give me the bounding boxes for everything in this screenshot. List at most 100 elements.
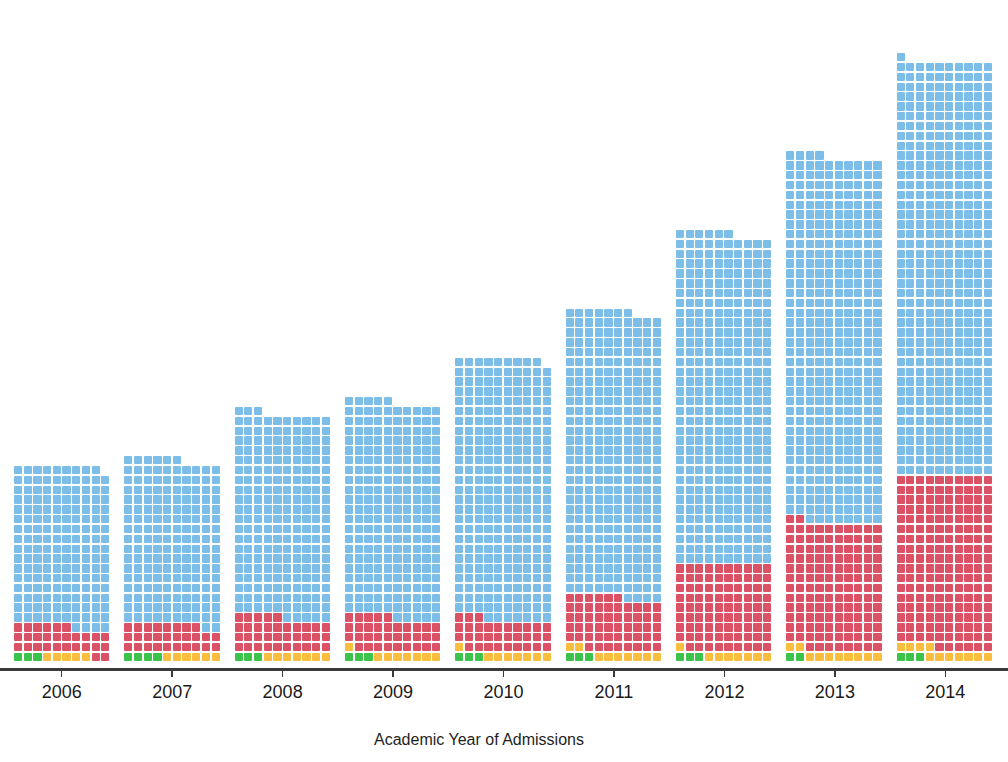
waffle-cell (504, 535, 512, 543)
waffle-cell (264, 427, 272, 435)
waffle-cell (633, 309, 641, 317)
waffle-cell (945, 102, 953, 110)
waffle-cell (422, 535, 430, 543)
waffle-cell (715, 338, 723, 346)
waffle-cell (364, 476, 372, 484)
waffle-cell (575, 407, 583, 415)
waffle-cell (43, 545, 51, 553)
waffle-cell (212, 623, 220, 631)
waffle-cell (513, 574, 521, 582)
waffle-cell (153, 594, 161, 602)
waffle-cell (72, 486, 80, 494)
waffle-cell (825, 240, 833, 248)
waffle-cell (585, 309, 593, 317)
waffle-cell (494, 515, 502, 523)
waffle-cell (43, 486, 51, 494)
waffle-cell (124, 515, 132, 523)
waffle-cell (364, 436, 372, 444)
waffle-cell (212, 574, 220, 582)
waffle-cell (864, 456, 872, 464)
waffle-cell (786, 564, 794, 572)
waffle-cell (974, 269, 982, 277)
waffle-cell (744, 584, 752, 592)
waffle-cell (916, 525, 924, 533)
waffle-cell (384, 436, 392, 444)
waffle-cell (62, 486, 70, 494)
waffle-cell (926, 613, 934, 621)
waffle-cell (763, 525, 771, 533)
waffle-cell (815, 181, 823, 189)
waffle-cell (844, 279, 852, 287)
waffle-cell (744, 603, 752, 611)
waffle-cell (864, 348, 872, 356)
waffle-cell (906, 230, 914, 238)
waffle-cell (235, 535, 243, 543)
waffle-cell (734, 279, 742, 287)
waffle-cell (945, 603, 953, 611)
waffle-cell (796, 515, 804, 523)
waffle-cell (455, 554, 463, 562)
waffle-cell (202, 643, 210, 651)
waffle-cell (494, 554, 502, 562)
waffle-cell (945, 387, 953, 395)
waffle-cell (974, 377, 982, 385)
waffle-cell (643, 574, 651, 582)
waffle-cell (974, 250, 982, 258)
waffle-cell (815, 456, 823, 464)
waffle-cell (897, 358, 905, 366)
waffle-cell (244, 417, 252, 425)
waffle-cell (384, 407, 392, 415)
waffle-cell (844, 230, 852, 238)
waffle-cell (815, 633, 823, 641)
waffle-cell (653, 456, 661, 464)
waffle-cell (686, 240, 694, 248)
waffle-cell (686, 594, 694, 602)
waffle-cell (543, 427, 551, 435)
waffle-cell (926, 633, 934, 641)
waffle-cell (825, 427, 833, 435)
waffle-cell (955, 584, 963, 592)
waffle-cell (124, 594, 132, 602)
waffle-cell (494, 476, 502, 484)
waffle-cell (825, 613, 833, 621)
waffle-cell (484, 535, 492, 543)
waffle-cell (686, 564, 694, 572)
waffle-cell (676, 535, 684, 543)
waffle-cell (53, 545, 61, 553)
waffle-cell (753, 643, 761, 651)
waffle-cell (293, 653, 301, 661)
waffle-cell (715, 397, 723, 405)
waffle-cell (835, 545, 843, 553)
waffle-cell (926, 397, 934, 405)
waffle-cell (906, 210, 914, 218)
waffle-cell (974, 151, 982, 159)
waffle-cell (455, 633, 463, 641)
waffle-cell (523, 564, 531, 572)
waffle-cell (686, 328, 694, 336)
waffle-cell (345, 466, 353, 474)
waffle-cell (604, 495, 612, 503)
waffle-cell (212, 515, 220, 523)
waffle-cell (585, 476, 593, 484)
waffle-cell (604, 574, 612, 582)
waffle-cell (134, 456, 142, 464)
waffle-cell (14, 613, 22, 621)
waffle-cell (906, 446, 914, 454)
waffle-cell (504, 377, 512, 385)
waffle-cell (455, 495, 463, 503)
waffle-cell (676, 397, 684, 405)
waffle-cell (302, 515, 310, 523)
waffle-cell (624, 495, 632, 503)
waffle-cell (906, 92, 914, 100)
waffle-cell (355, 613, 363, 621)
waffle-cell (753, 289, 761, 297)
waffle-cell (705, 564, 713, 572)
waffle-cell (744, 338, 752, 346)
waffle-cell (835, 515, 843, 523)
waffle-cell (873, 269, 881, 277)
waffle-cell (945, 653, 953, 661)
waffle-cell (806, 220, 814, 228)
waffle-cell (974, 92, 982, 100)
waffle-cell (173, 476, 181, 484)
waffle-cell (494, 436, 502, 444)
